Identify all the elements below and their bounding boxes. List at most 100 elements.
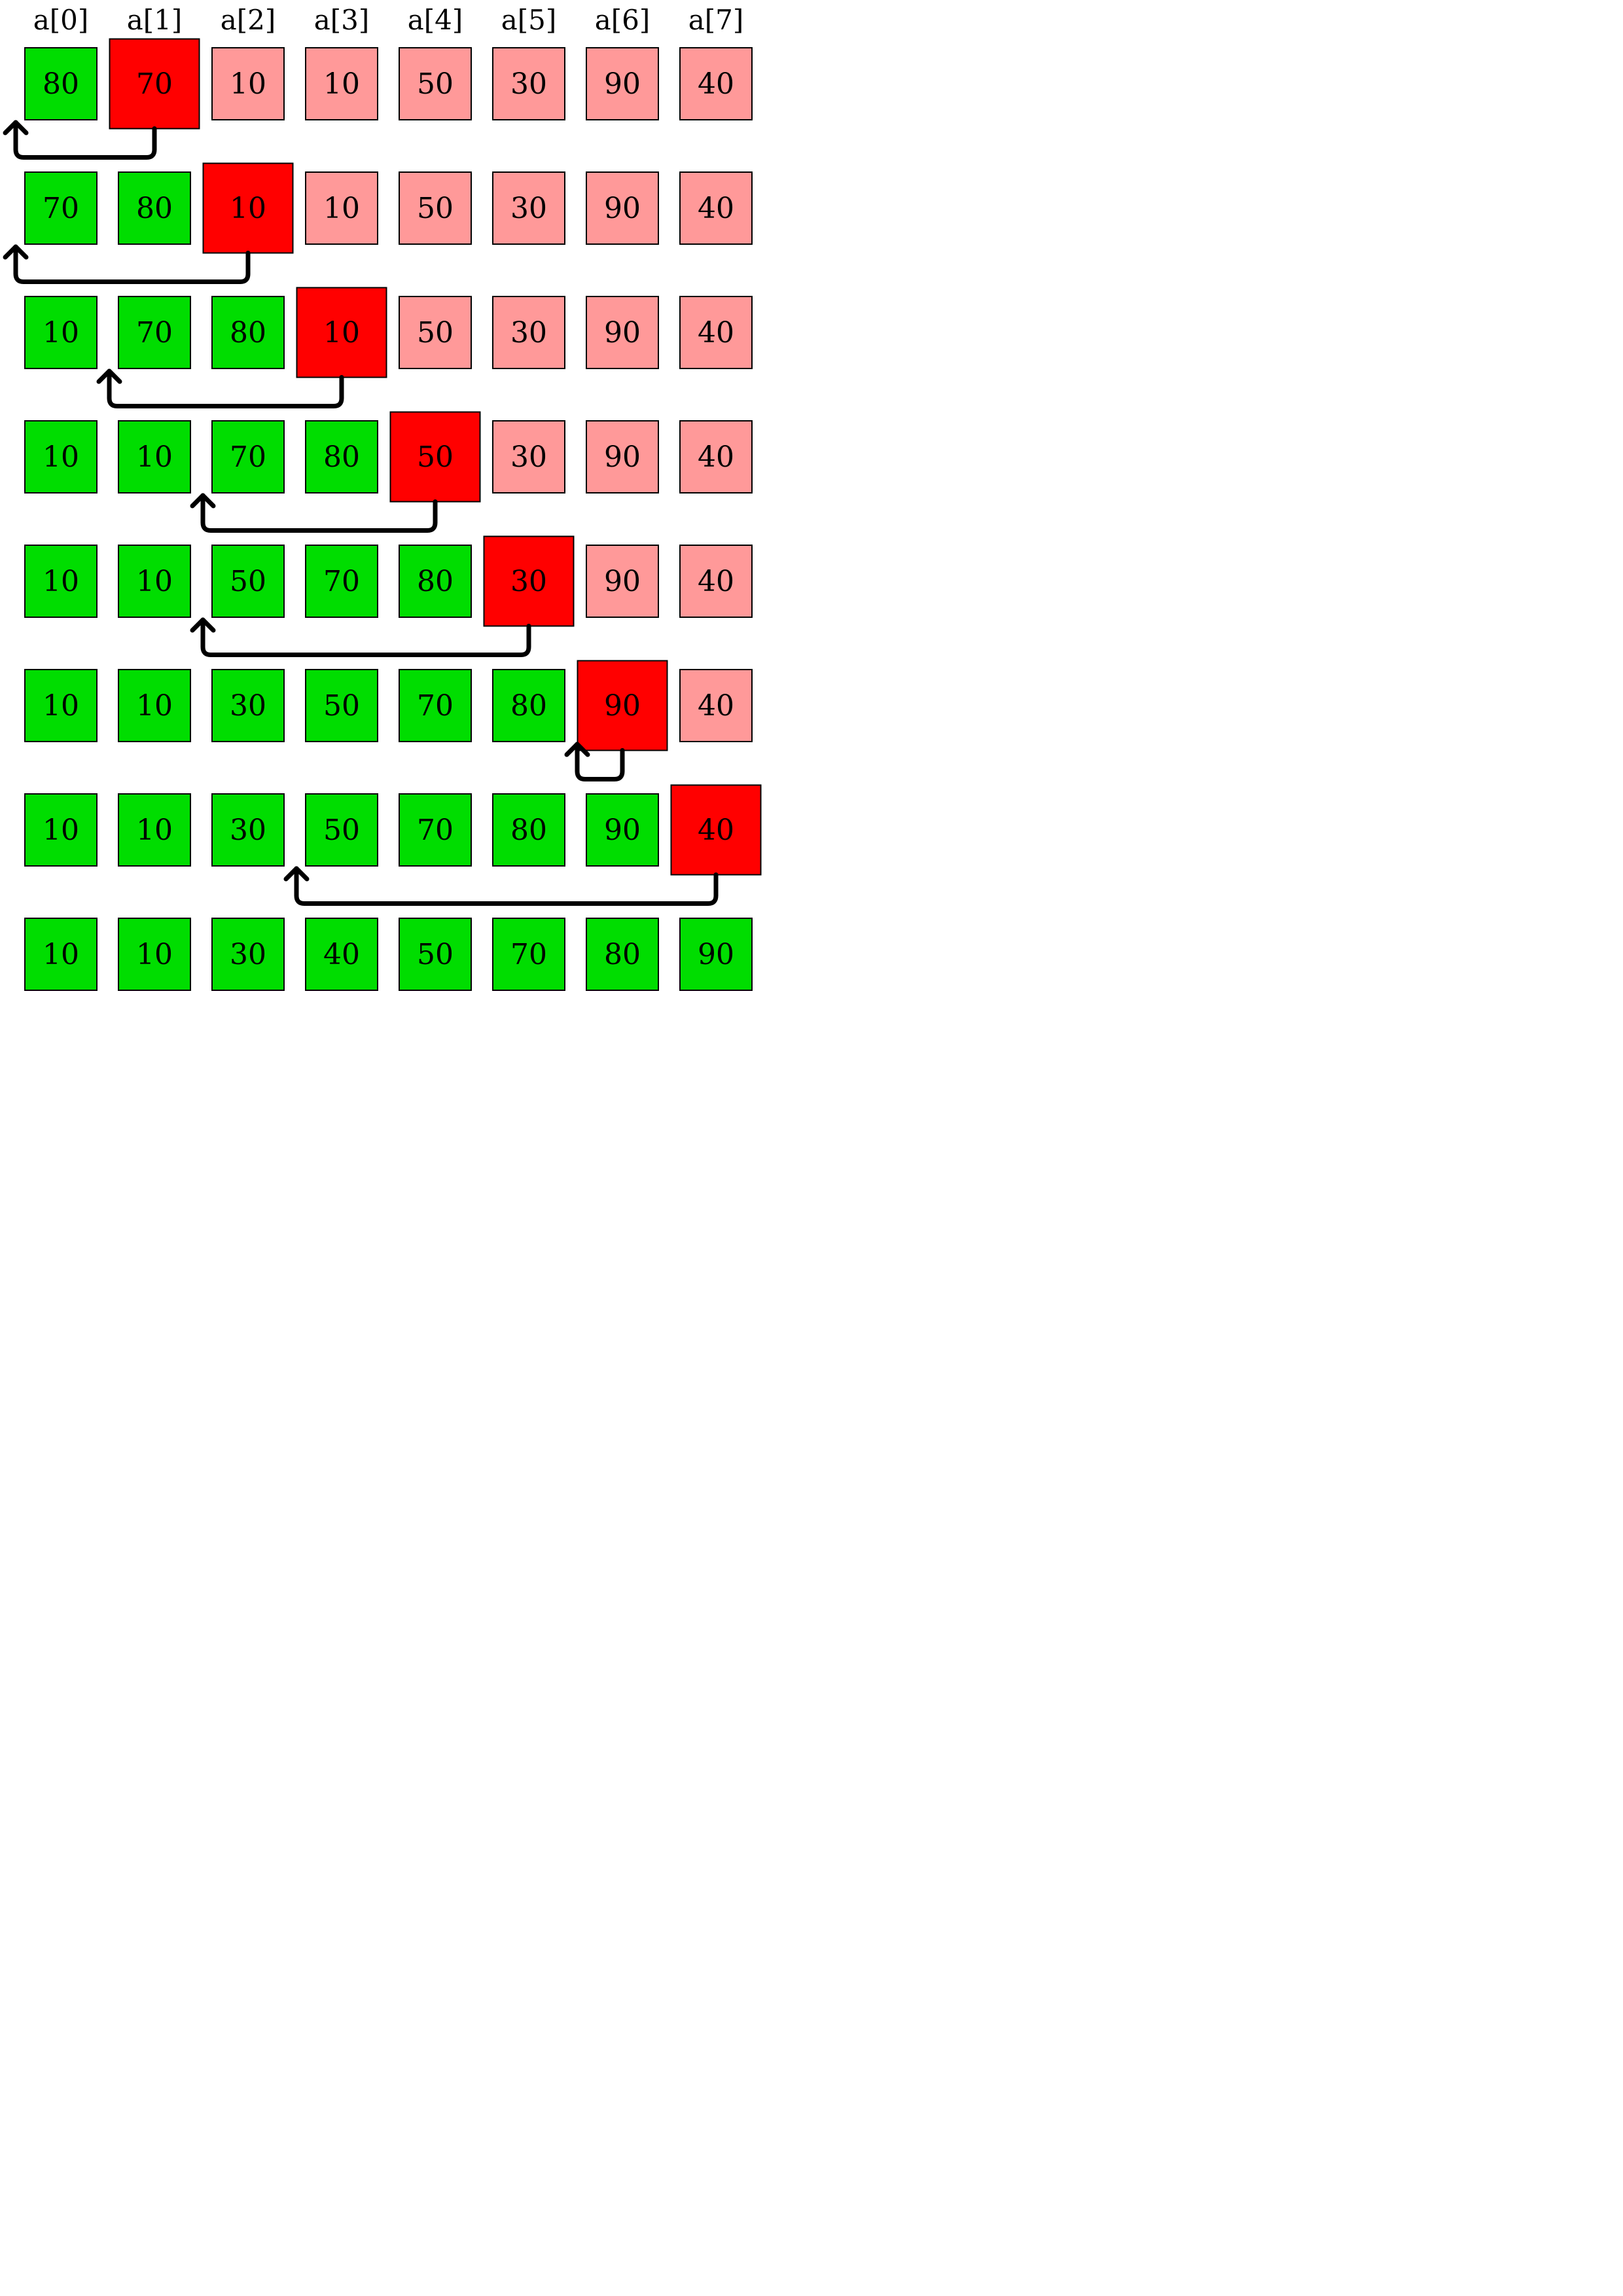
sorted-cell <box>305 793 378 867</box>
unsorted-cell <box>679 296 753 369</box>
cell-value: 10 <box>230 192 266 225</box>
sorted-cell <box>399 918 472 991</box>
cell-value: 80 <box>323 440 360 474</box>
cell-value: 90 <box>604 814 641 847</box>
sorted-cell <box>24 171 98 245</box>
unsorted-cell <box>492 296 565 369</box>
cell-value: 10 <box>43 565 79 598</box>
sorted-cell <box>492 918 565 991</box>
unsorted-cell <box>399 171 472 245</box>
move-arrow <box>575 742 625 781</box>
current-cell <box>483 535 575 627</box>
cell-value: 50 <box>417 938 454 971</box>
arrowhead-icon <box>3 120 29 135</box>
step-row-0: 80 70 10 10 50 30 90 40 <box>3 38 753 160</box>
sorted-cell <box>305 669 378 742</box>
arrowhead-icon <box>190 493 216 509</box>
unsorted-cell <box>679 47 753 120</box>
cell-value: 10 <box>43 440 79 474</box>
index-header-2: a[2] <box>221 4 276 36</box>
index-header-3: a[3] <box>314 4 370 36</box>
index-header-7: a[7] <box>688 4 744 36</box>
cell-value: 70 <box>417 814 454 847</box>
current-cell <box>296 287 387 378</box>
sorted-cell <box>399 793 472 867</box>
cell-value: 90 <box>604 689 641 723</box>
unsorted-cell <box>586 171 659 245</box>
unsorted-cell <box>586 545 659 618</box>
cell-value: 90 <box>698 938 734 971</box>
unsorted-cell <box>305 47 378 120</box>
step-row-5: 10 10 30 50 70 80 90 40 <box>24 660 753 781</box>
sorted-cell <box>118 669 191 742</box>
cell-value: 30 <box>510 440 547 474</box>
sorted-cell <box>118 420 191 493</box>
sorted-cell <box>399 545 472 618</box>
sorted-cell <box>586 918 659 991</box>
move-arrow <box>107 368 344 408</box>
sorted-cell <box>24 793 98 867</box>
cell-value: 10 <box>136 938 173 971</box>
cell-value: 70 <box>417 689 454 723</box>
arrowhead-icon <box>96 368 122 384</box>
cell-value: 80 <box>136 192 173 225</box>
unsorted-cell <box>492 171 565 245</box>
sorted-cell <box>118 296 191 369</box>
cell-value: 30 <box>230 814 266 847</box>
sorted-cell <box>24 420 98 493</box>
unsorted-cell <box>586 420 659 493</box>
cell-value: 40 <box>698 814 734 847</box>
cell-value: 90 <box>604 192 641 225</box>
unsorted-cell <box>679 420 753 493</box>
unsorted-cell <box>679 669 753 742</box>
cell-value: 30 <box>230 938 266 971</box>
arrowhead-icon <box>564 742 590 757</box>
step-row-6: 10 10 30 50 70 80 90 40 <box>24 784 762 906</box>
sorted-cell <box>492 669 565 742</box>
unsorted-cell <box>399 47 472 120</box>
sorted-cell <box>118 918 191 991</box>
arrowhead-icon <box>190 617 216 633</box>
unsorted-cell <box>679 171 753 245</box>
current-cell <box>109 38 200 130</box>
cell-value: 30 <box>510 192 547 225</box>
cell-value: 70 <box>43 192 79 225</box>
sorted-cell <box>211 918 285 991</box>
move-arrow <box>13 244 251 284</box>
cell-value: 10 <box>43 814 79 847</box>
unsorted-cell <box>399 296 472 369</box>
index-header-5: a[5] <box>501 4 557 36</box>
sorted-cell <box>24 545 98 618</box>
cell-value: 10 <box>136 565 173 598</box>
unsorted-cell <box>586 296 659 369</box>
cell-value: 70 <box>510 938 547 971</box>
move-arrow <box>200 617 531 657</box>
current-cell <box>670 784 762 876</box>
cell-value: 70 <box>136 67 173 101</box>
cell-value: 30 <box>510 67 547 101</box>
cell-value: 90 <box>604 440 641 474</box>
sorted-cell <box>399 669 472 742</box>
move-arrow <box>294 866 719 906</box>
cell-value: 80 <box>510 814 547 847</box>
arrowhead-icon <box>3 244 29 260</box>
sorted-cell <box>211 793 285 867</box>
cell-value: 80 <box>417 565 454 598</box>
cell-value: 70 <box>323 565 360 598</box>
cell-value: 40 <box>698 565 734 598</box>
step-row-7: 10 10 30 40 50 70 80 90 <box>24 918 753 991</box>
cell-value: 40 <box>698 689 734 723</box>
cell-value: 70 <box>136 316 173 350</box>
sorted-cell <box>586 793 659 867</box>
step-row-1: 70 80 10 10 50 30 90 40 <box>3 162 753 284</box>
unsorted-cell <box>679 545 753 618</box>
sorted-cell <box>305 918 378 991</box>
sorted-cell <box>211 669 285 742</box>
cell-value: 80 <box>604 938 641 971</box>
cell-value: 10 <box>43 316 79 350</box>
move-arrow <box>13 120 157 160</box>
cell-value: 10 <box>323 192 360 225</box>
cell-value: 40 <box>698 192 734 225</box>
